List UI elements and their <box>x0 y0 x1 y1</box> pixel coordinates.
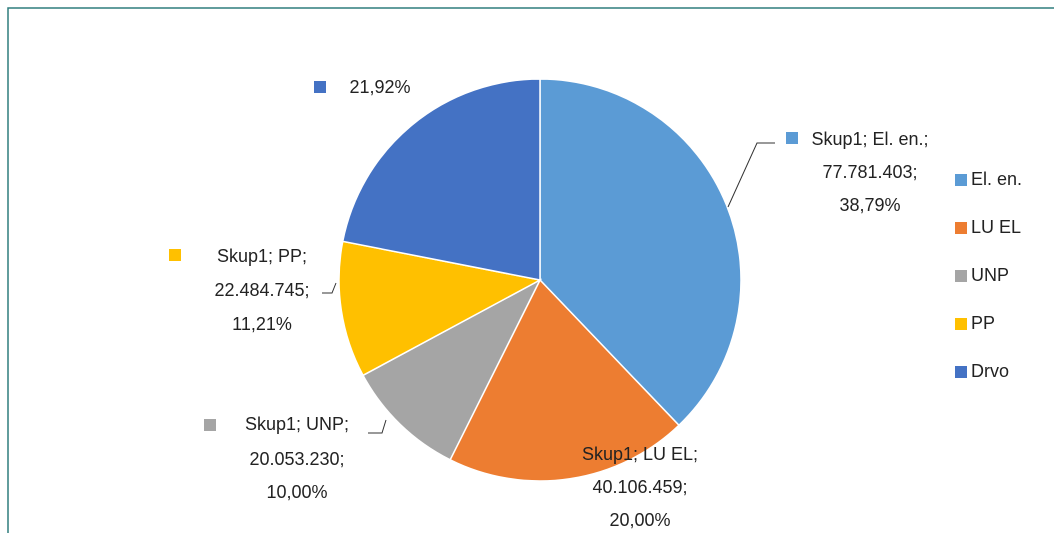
legend-label: UNP <box>971 265 1009 285</box>
data-label: 22.484.745; <box>214 280 309 300</box>
data-label: 21,92% <box>349 77 410 97</box>
pie-slice <box>449 278 680 482</box>
leader-line <box>727 142 775 208</box>
leader-line <box>368 419 387 434</box>
data-label: Skup1; PP; <box>217 246 307 266</box>
frame <box>7 7 1054 533</box>
legend-swatch <box>955 366 967 378</box>
pie-slice <box>338 240 543 377</box>
legend-label: LU EL <box>971 217 1021 237</box>
data-label: Skup1; LU EL; <box>582 444 698 464</box>
label-key <box>204 419 216 431</box>
legend-swatch <box>955 174 967 186</box>
pie-slice <box>362 278 542 461</box>
label-key <box>786 132 798 144</box>
data-label: 40.106.459; <box>592 477 687 497</box>
pie-slice <box>539 78 742 427</box>
pie-slice <box>341 78 541 281</box>
data-label: 77.781.403; <box>822 162 917 182</box>
data-label: 11,21% <box>232 314 292 334</box>
label-key <box>169 249 181 261</box>
legend-swatch <box>955 318 967 330</box>
leader-line <box>322 282 337 294</box>
legend-label: Drvo <box>971 361 1009 381</box>
legend-swatch <box>955 222 967 234</box>
data-label: Skup1; El. en.; <box>811 129 928 149</box>
data-label: 20,00% <box>609 510 670 530</box>
data-label: 10,00% <box>266 482 327 502</box>
data-label: 20.053.230; <box>249 449 344 469</box>
legend-swatch <box>955 270 967 282</box>
label-key <box>314 81 326 93</box>
data-label: Skup1; UNP; <box>245 414 349 434</box>
legend-label: El. en. <box>971 169 1022 189</box>
data-label: 38,79% <box>839 195 900 215</box>
legend-label: PP <box>971 313 995 333</box>
